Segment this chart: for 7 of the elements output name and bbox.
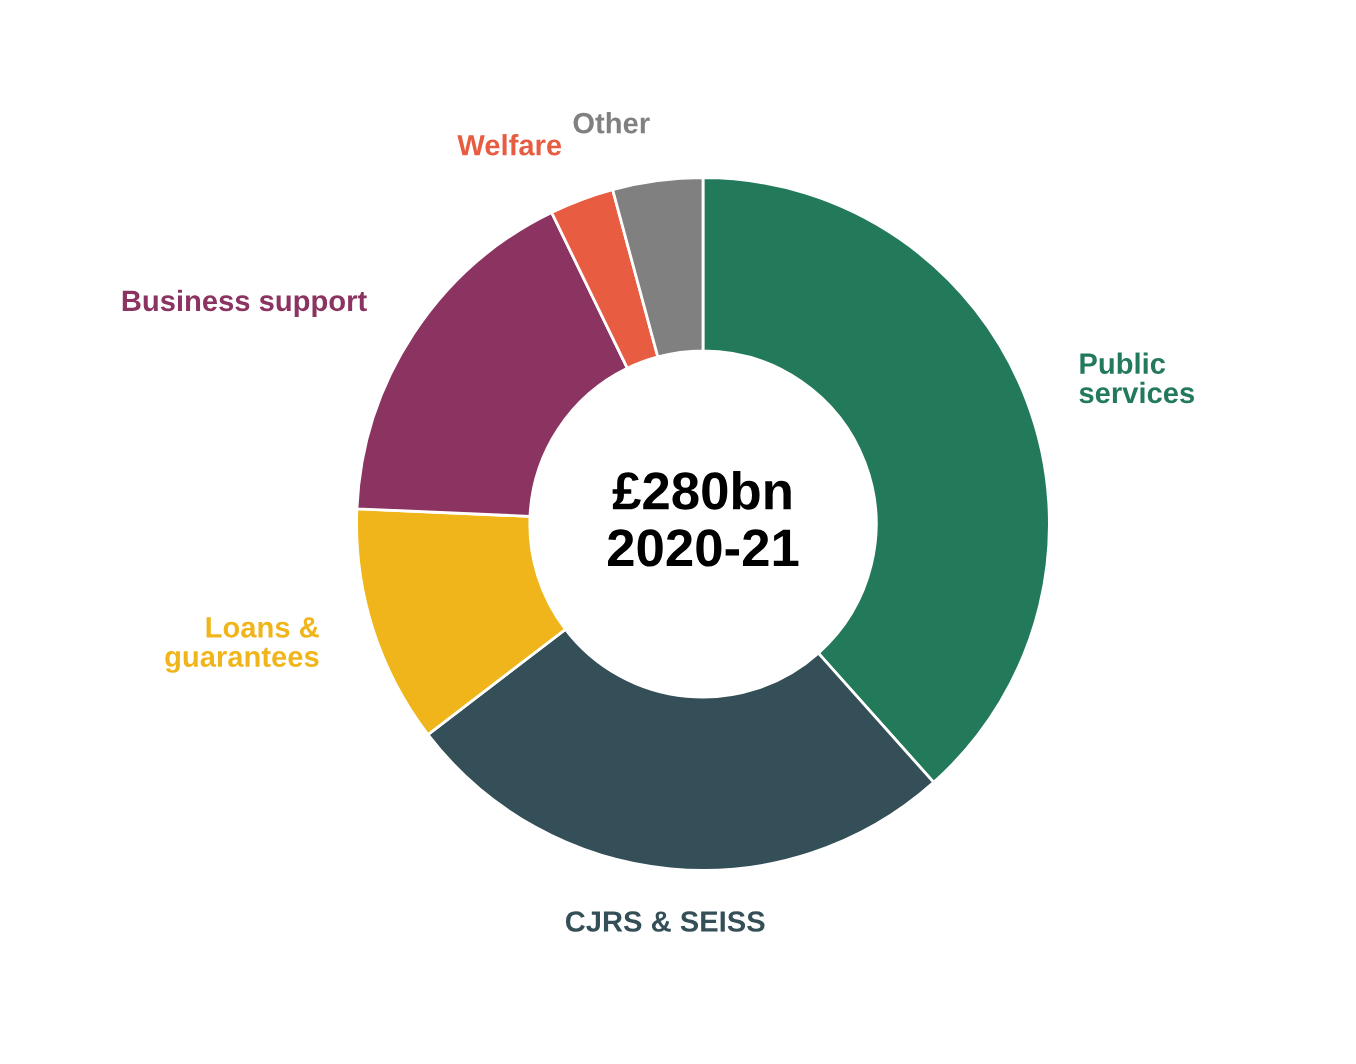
slice-label: Business support bbox=[122, 289, 367, 317]
slice-label: Public services bbox=[1079, 352, 1195, 404]
slice-label: Welfare bbox=[457, 134, 562, 156]
slice-label: Other bbox=[573, 112, 650, 134]
slice-label: CJRS & SEISS bbox=[565, 911, 765, 932]
text: £280bn 2020-21 bbox=[608, 470, 799, 567]
slice-label: Loans & guarantees bbox=[165, 617, 319, 673]
